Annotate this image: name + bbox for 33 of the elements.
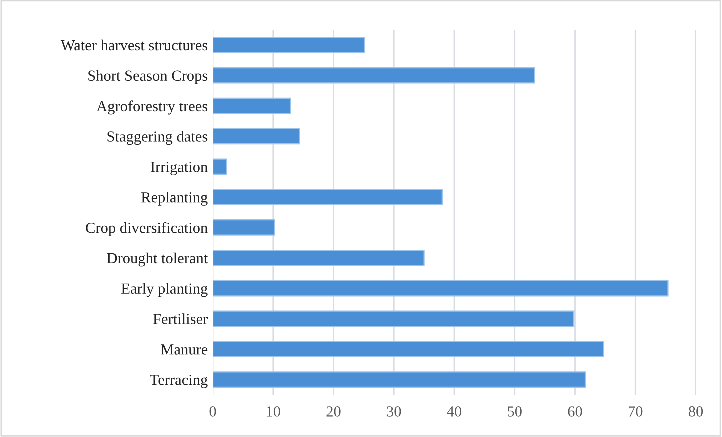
- bar: [213, 280, 669, 297]
- x-tick-label: 20: [326, 406, 341, 417]
- bar: [213, 67, 536, 84]
- bar: [213, 158, 228, 176]
- x-tick-label: 50: [508, 406, 522, 417]
- x-tick-label: 0: [210, 406, 216, 417]
- bar: [213, 128, 300, 145]
- bar: [213, 310, 575, 328]
- y-tick-label: Water harvest structures: [60, 40, 208, 51]
- y-tick-label: Terracing: [150, 374, 208, 388]
- x-tick-label: 70: [628, 406, 643, 417]
- x-tick-label: 60: [568, 406, 582, 417]
- x-tick-label: 30: [387, 406, 402, 417]
- bar: [213, 98, 292, 114]
- x-tick-label: 10: [267, 406, 280, 417]
- x-tick-label: 40: [447, 406, 462, 417]
- y-tick-label: Early planting: [122, 283, 208, 298]
- bar: [213, 37, 366, 54]
- bar: [213, 220, 276, 236]
- y-tick-label: Irrigation: [151, 162, 208, 176]
- y-tick-label: Short Season Crops: [88, 70, 208, 84]
- y-tick-label: Drought tolerant: [107, 252, 208, 267]
- bar: [213, 189, 443, 206]
- bar: [213, 341, 604, 358]
- y-tick-label: Staggering dates: [108, 131, 208, 146]
- y-tick-label: Manure: [161, 344, 208, 355]
- bar: [213, 372, 586, 388]
- y-tick-label: Replanting: [142, 192, 208, 206]
- x-tick-label: 80: [688, 406, 704, 417]
- y-tick-label: Crop diversification: [86, 222, 208, 236]
- bar: [213, 250, 425, 266]
- y-tick-label: Fertiliser: [153, 314, 208, 324]
- y-tick-label: Agroforestry trees: [96, 100, 208, 115]
